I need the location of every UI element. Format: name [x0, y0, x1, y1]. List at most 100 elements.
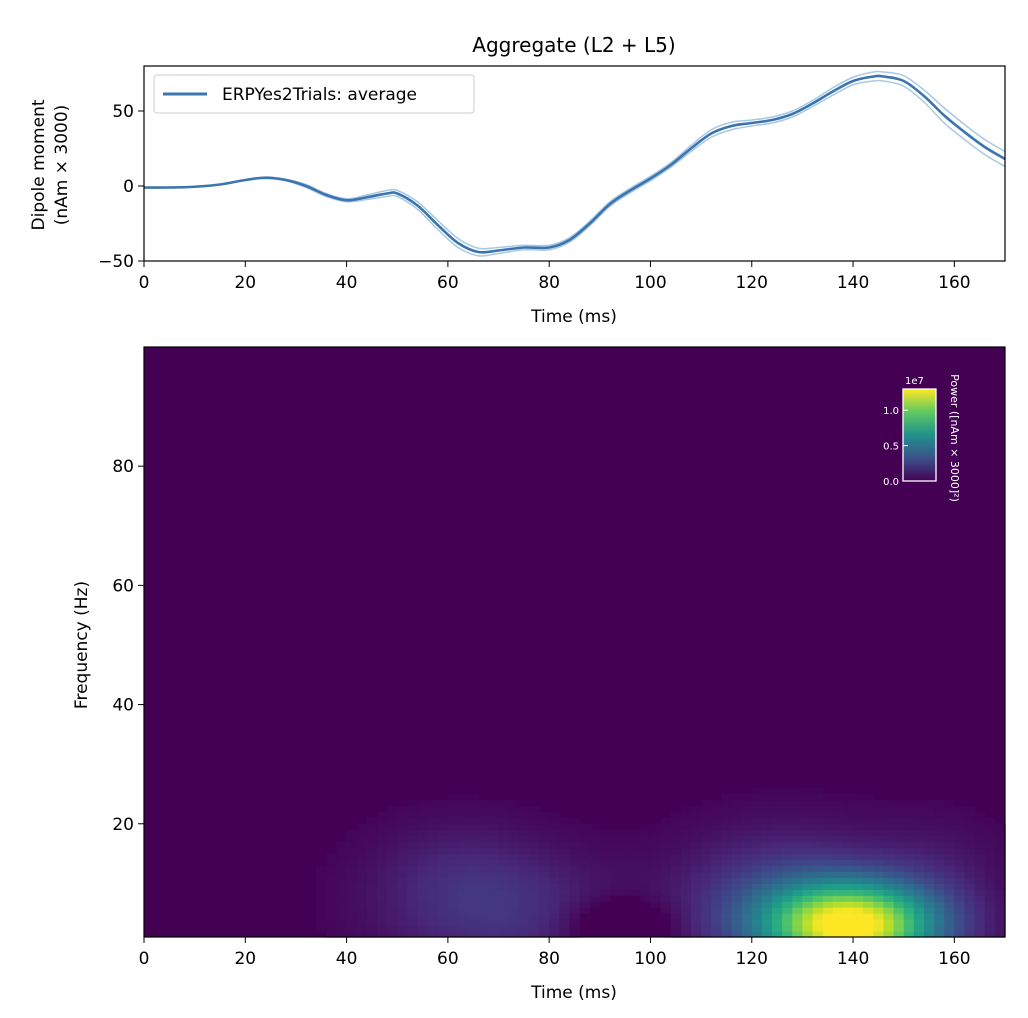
heatmap-cell	[954, 913, 966, 920]
heatmap-cell	[944, 865, 955, 873]
heatmap-cell	[650, 823, 662, 831]
heatmap-cell	[903, 829, 915, 837]
heatmap-cell	[731, 895, 743, 902]
heatmap-cell	[387, 919, 398, 926]
heatmap-cell	[539, 823, 550, 831]
heatmap-cell	[539, 829, 550, 837]
heatmap-cell	[407, 811, 419, 819]
heatmap-cell	[863, 859, 874, 867]
heatmap-cell	[701, 913, 712, 920]
x-tick-label: 20	[234, 273, 256, 293]
heatmap-cell	[376, 895, 388, 902]
heatmap-cell	[782, 817, 793, 825]
heatmap-cell	[670, 931, 682, 938]
heatmap-cell	[782, 925, 793, 932]
heatmap-cell	[934, 835, 945, 843]
heatmap-cell	[711, 931, 722, 938]
heatmap-cell	[366, 865, 378, 873]
heatmap-cell	[721, 829, 733, 837]
heatmap-cell	[802, 841, 814, 849]
heatmap-cell	[802, 835, 814, 843]
heatmap-cell	[508, 853, 520, 861]
heatmap-cell	[528, 817, 540, 825]
heatmap-cell	[751, 859, 763, 867]
heatmap-cell	[518, 841, 530, 849]
heatmap-cell	[569, 901, 581, 908]
heatmap-cell	[488, 925, 500, 932]
heatmap-cell	[427, 913, 439, 920]
heatmap-cell	[640, 847, 652, 855]
heatmap-cell	[863, 889, 874, 896]
heatmap-cell	[417, 853, 429, 861]
series-line-average	[144, 74, 1005, 254]
heatmap-cell	[660, 883, 672, 890]
heatmap-cell	[630, 853, 641, 861]
heatmap-cell	[458, 853, 469, 861]
heatmap-cell	[711, 907, 722, 914]
heatmap-cell	[670, 913, 682, 920]
heatmap-cell	[772, 871, 783, 878]
heatmap-cell	[650, 829, 662, 837]
heatmap-cell	[822, 889, 834, 896]
heatmap-cell	[832, 907, 844, 914]
heatmap-cell	[539, 883, 550, 890]
heatmap-cell	[569, 907, 581, 914]
heatmap-cell	[812, 901, 824, 908]
heatmap-cell	[660, 901, 672, 908]
heatmap-cell	[711, 805, 722, 813]
heatmap-cell	[842, 859, 854, 867]
x-tick-label: 40	[336, 949, 358, 969]
heatmap-cell	[387, 805, 398, 813]
heatmap-cell	[427, 871, 439, 878]
heatmap-cell	[883, 895, 895, 902]
heatmap-cell	[934, 919, 945, 926]
heatmap-cell	[741, 895, 753, 902]
heatmap-cell	[458, 793, 469, 801]
heatmap-cell	[326, 877, 338, 884]
heatmap-cell	[822, 799, 834, 807]
heatmap-cell	[782, 799, 793, 807]
heatmap-cell	[478, 835, 489, 843]
heatmap-cell	[316, 877, 327, 884]
heatmap-cell	[741, 835, 753, 843]
heatmap-cell	[326, 889, 338, 896]
heatmap-cell	[356, 901, 368, 908]
heatmap-cell	[751, 835, 763, 843]
heatmap-cell	[417, 811, 429, 819]
heatmap-cell	[802, 817, 814, 825]
heatmap-cell	[468, 931, 479, 938]
confidence-band-group	[144, 70, 1005, 257]
heatmap-cell	[842, 901, 854, 908]
heatmap-cell	[478, 913, 489, 920]
heatmap-cell	[407, 799, 419, 807]
heatmap-cell	[407, 913, 419, 920]
heatmap-cell	[994, 877, 1006, 884]
heatmap-cell	[458, 925, 469, 932]
heatmap-cell	[640, 865, 652, 873]
heatmap-cell	[407, 925, 419, 932]
heatmap-cell	[822, 793, 834, 801]
heatmap-cell	[883, 799, 895, 807]
heatmap-cell	[488, 931, 500, 938]
heatmap-cell	[458, 901, 469, 908]
heatmap-cell	[944, 853, 955, 861]
heatmap-cell	[812, 859, 824, 867]
heatmap-cell	[741, 793, 753, 801]
heatmap-cell	[437, 889, 449, 896]
heatmap-cell	[549, 865, 560, 873]
heatmap-cell	[822, 925, 834, 932]
heatmap-cell	[376, 829, 388, 837]
y-tick-label: −50	[98, 252, 134, 272]
heatmap-cell	[468, 859, 479, 867]
heatmap-cell	[913, 853, 925, 861]
heatmap-cell	[802, 907, 814, 914]
heatmap-cell	[913, 823, 925, 831]
heatmap-cell	[832, 793, 844, 801]
heatmap-cell	[690, 889, 702, 896]
heatmap-cell	[853, 907, 864, 914]
heatmap-cell	[599, 895, 611, 902]
heatmap-cell	[812, 841, 824, 849]
heatmap-cell	[640, 853, 652, 861]
heatmap-cell	[761, 829, 773, 837]
heatmap-cell	[761, 799, 773, 807]
